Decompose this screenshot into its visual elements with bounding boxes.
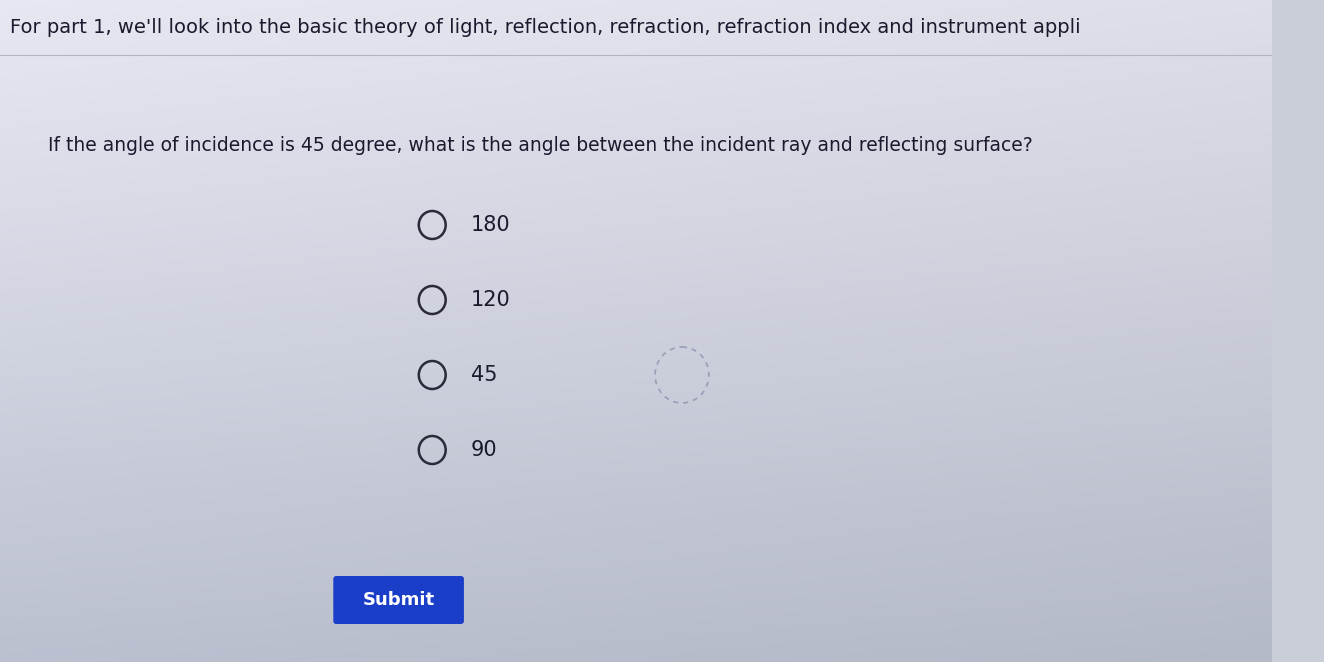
Text: Submit: Submit xyxy=(363,591,434,609)
Text: 45: 45 xyxy=(470,365,496,385)
Text: 120: 120 xyxy=(470,290,511,310)
Text: If the angle of incidence is 45 degree, what is the angle between the incident r: If the angle of incidence is 45 degree, … xyxy=(48,136,1033,154)
Text: 180: 180 xyxy=(470,215,510,235)
FancyBboxPatch shape xyxy=(334,576,463,624)
Text: 90: 90 xyxy=(470,440,498,460)
Text: For part 1, we'll look into the basic theory of light, reflection, refraction, r: For part 1, we'll look into the basic th… xyxy=(9,17,1080,36)
